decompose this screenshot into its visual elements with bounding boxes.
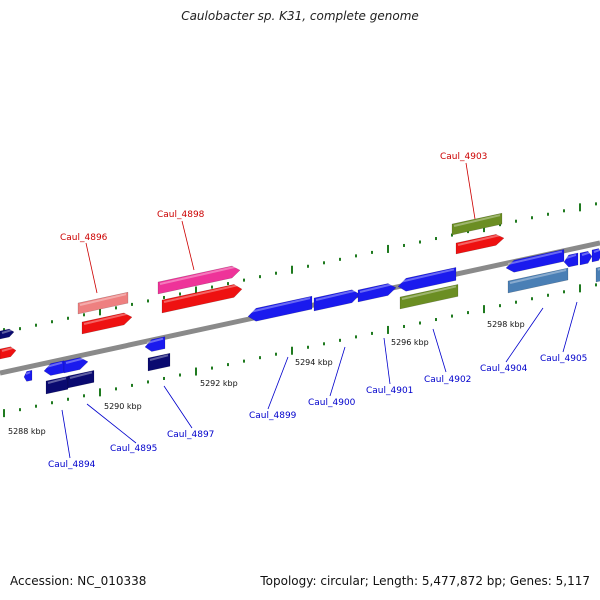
gene-highlight	[159, 265, 239, 285]
gene-highlight	[1, 329, 13, 334]
gene-arrow	[579, 250, 593, 266]
label-leaders	[61, 162, 578, 459]
tick-label: 5296 kbp	[391, 338, 429, 347]
gene-label[interactable]: Caul_4899	[249, 411, 297, 421]
gene-highlight	[65, 356, 87, 364]
gene-label[interactable]: Caul_4905	[540, 354, 587, 364]
gene-highlight	[83, 312, 131, 325]
gene-arrow	[399, 284, 459, 310]
leader-line	[267, 356, 289, 410]
gene-highlight	[359, 282, 395, 293]
gene-label[interactable]: Caul_4900	[308, 398, 356, 408]
gene-highlight	[146, 337, 164, 344]
gene-highlight	[399, 268, 455, 283]
gene-track	[0, 212, 600, 395]
gene-arrow	[313, 289, 361, 312]
tick-row-upper	[3, 202, 597, 337]
gene-highlight	[69, 371, 93, 379]
gene-highlight	[1, 346, 15, 352]
gene-arrow	[563, 252, 579, 268]
gene-highlight	[315, 289, 359, 301]
gene-arrow	[591, 248, 600, 263]
gene-highlight	[25, 371, 31, 375]
gene-arrow	[67, 370, 95, 389]
leader-line	[181, 220, 195, 271]
gene-arrow	[357, 283, 397, 303]
gene-arrow	[455, 234, 505, 255]
leader-line	[383, 337, 391, 385]
gene-label[interactable]: Caul_4895	[110, 444, 157, 454]
gene-arrow	[144, 336, 166, 352]
gene-arrow	[23, 369, 33, 382]
figure-title: Caulobacter sp. K31, complete genome	[181, 9, 419, 23]
gene-label[interactable]: Caul_4904	[480, 364, 528, 374]
gene-label[interactable]: Caul_4901	[366, 386, 413, 396]
gene-highlight	[163, 283, 241, 303]
gene-highlight	[581, 251, 591, 256]
leader-line	[505, 307, 544, 363]
gene-highlight	[79, 293, 127, 306]
gene-highlight	[47, 377, 67, 384]
gene-arrow	[157, 265, 241, 295]
tick-row-lower	[3, 283, 597, 418]
tick-label: 5292 kbp	[200, 379, 238, 388]
gene-arrow	[0, 328, 15, 340]
gene-highlight	[401, 285, 457, 300]
leader-line	[432, 328, 447, 373]
gene-highlight	[509, 269, 567, 284]
gene-arrow	[505, 249, 565, 273]
leader-line	[163, 385, 193, 429]
leader-line	[562, 301, 578, 353]
gene-arrow	[63, 357, 89, 374]
gene-arrow	[247, 295, 313, 322]
gene-label[interactable]: Caul_4896	[60, 233, 108, 243]
tick-label: 5288 kbp	[8, 427, 46, 436]
gene-highlight	[565, 254, 577, 259]
gene-arrow	[81, 312, 133, 335]
gene-arrow	[397, 267, 457, 292]
gene-arrow	[595, 266, 600, 283]
gene-arrow	[77, 291, 129, 315]
gene-highlight	[45, 361, 63, 368]
gene-arrow	[45, 375, 69, 395]
gene-arrow	[161, 284, 243, 314]
gene-label[interactable]: Caul_4897	[167, 430, 214, 440]
leader-line	[85, 242, 98, 294]
gene-label[interactable]: Caul_4894	[48, 460, 96, 470]
gene-label[interactable]: Caul_4898	[157, 210, 205, 220]
gene-arrow	[507, 267, 569, 294]
leader-line	[329, 346, 346, 397]
gene-highlight	[457, 233, 503, 246]
gene-arrow	[451, 212, 503, 236]
tick-label: 5294 kbp	[295, 358, 333, 367]
gene-arrow	[147, 352, 171, 372]
leader-line	[465, 162, 476, 220]
leader-line	[86, 403, 137, 444]
gene-highlight	[149, 354, 169, 361]
accession-label: Accession: NC_010338	[10, 574, 147, 588]
gene-label[interactable]: Caul_4902	[424, 375, 471, 385]
gene-highlight	[453, 214, 501, 227]
gene-highlight	[507, 250, 563, 265]
tick-label: 5290 kbp	[104, 402, 142, 411]
tick-label: 5298 kbp	[487, 320, 525, 329]
gene-arrow	[0, 346, 17, 360]
gene-highlight	[593, 248, 600, 253]
gene-label[interactable]: Caul_4903	[440, 152, 487, 162]
genome-summary: Topology: circular; Length: 5,477,872 bp…	[260, 574, 590, 588]
leader-line	[61, 409, 71, 459]
gene-highlight	[249, 297, 311, 313]
